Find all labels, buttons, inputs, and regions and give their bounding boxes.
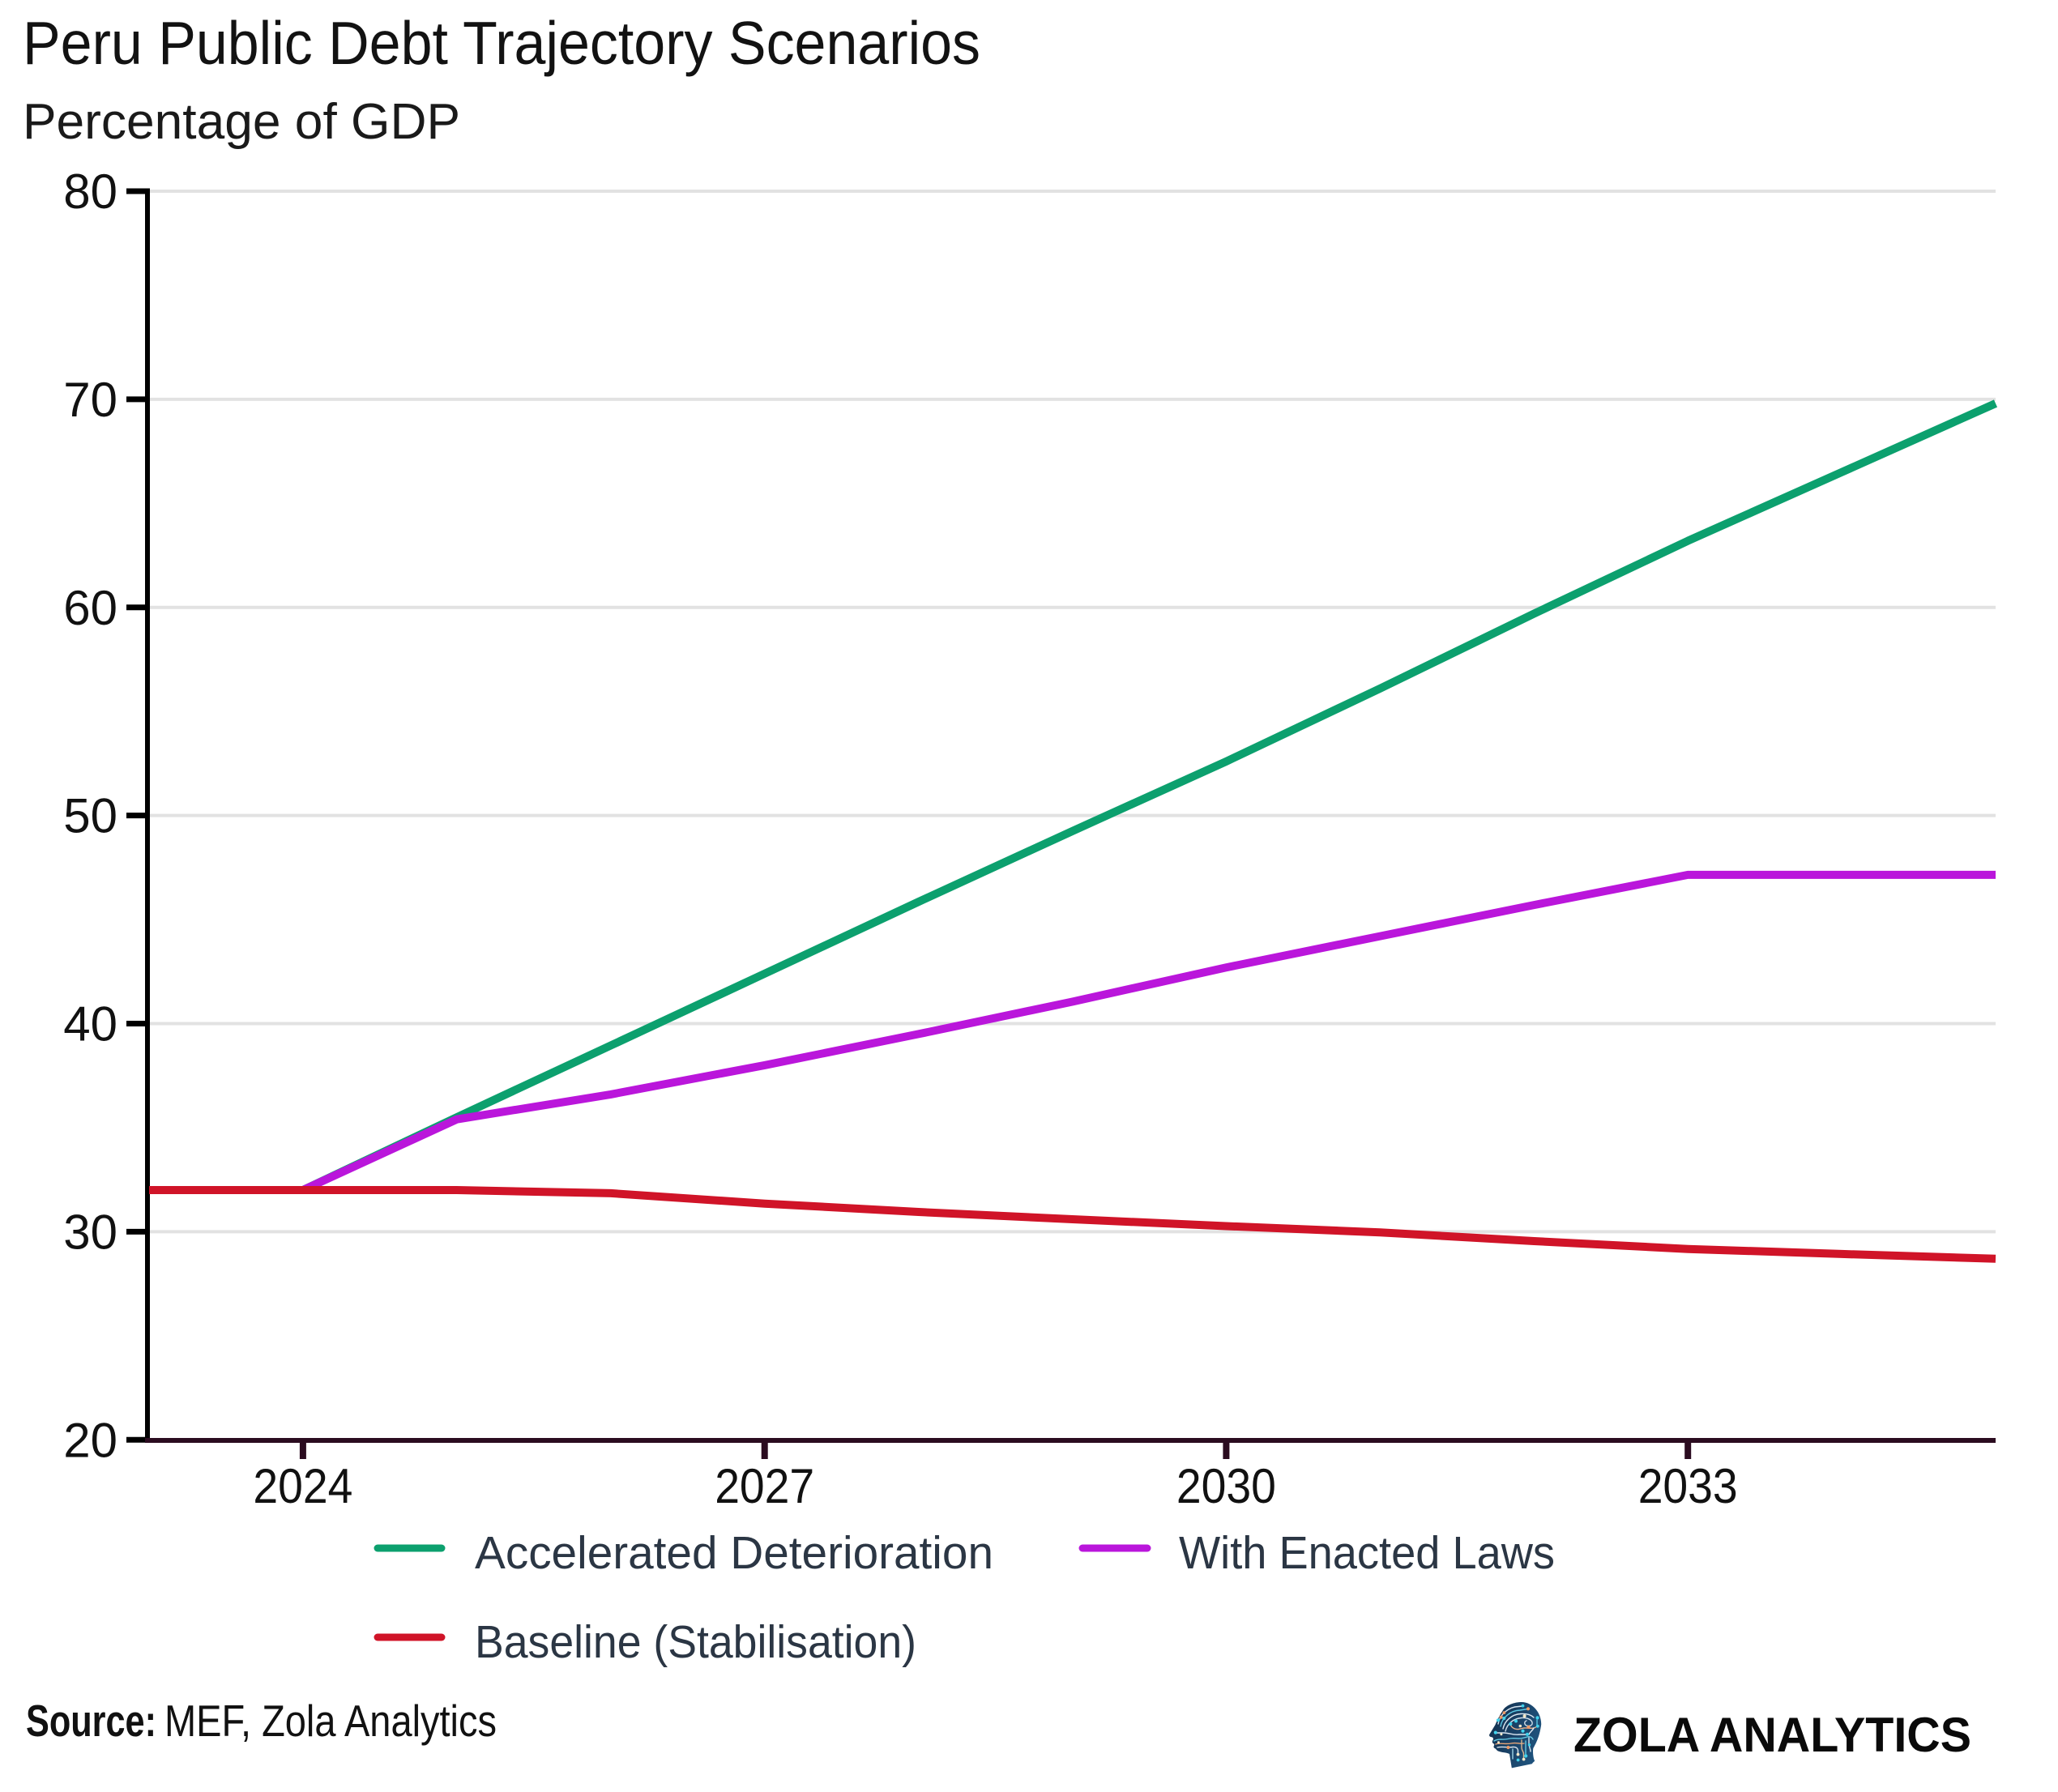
svg-text:Percentage of GDP: Percentage of GDP xyxy=(23,94,460,150)
svg-text:2033: 2033 xyxy=(1638,1459,1738,1513)
svg-text:2024: 2024 xyxy=(253,1459,352,1513)
svg-text:2030: 2030 xyxy=(1176,1459,1276,1513)
svg-text:With Enacted Laws: With Enacted Laws xyxy=(1179,1527,1555,1579)
svg-text:30: 30 xyxy=(63,1205,117,1259)
svg-text:MEF, Zola Analytics: MEF, Zola Analytics xyxy=(164,1696,497,1746)
svg-text:70: 70 xyxy=(63,373,117,427)
svg-text:20: 20 xyxy=(63,1413,117,1467)
svg-text:Accelerated Deterioration: Accelerated Deterioration xyxy=(475,1527,993,1579)
svg-text:ZOLA ANALYTICS: ZOLA ANALYTICS xyxy=(1573,1708,1971,1762)
svg-text:60: 60 xyxy=(63,581,117,635)
svg-text:Peru Public Debt Trajectory Sc: Peru Public Debt Trajectory Scenarios xyxy=(23,9,980,77)
svg-text:Source:: Source: xyxy=(26,1696,156,1746)
svg-text:40: 40 xyxy=(63,997,117,1052)
svg-text:Baseline (Stabilisation): Baseline (Stabilisation) xyxy=(475,1616,916,1668)
svg-text:50: 50 xyxy=(63,789,117,843)
svg-text:80: 80 xyxy=(63,164,117,219)
svg-text:2027: 2027 xyxy=(715,1459,814,1513)
